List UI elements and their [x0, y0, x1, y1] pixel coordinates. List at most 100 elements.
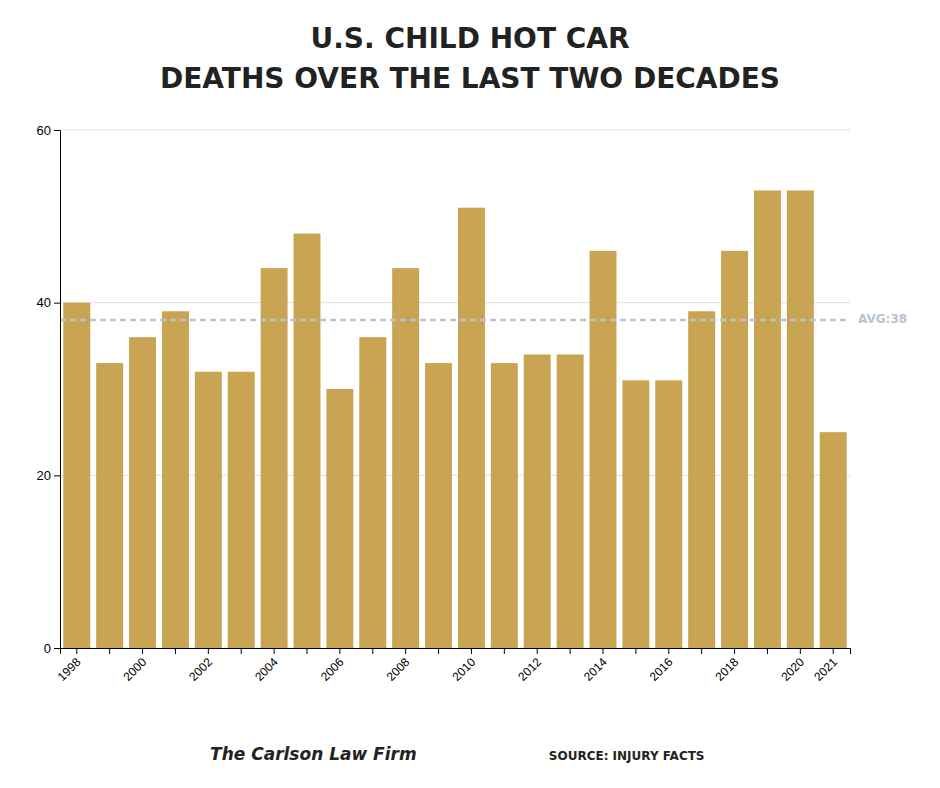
x-tick-label: 2016: [647, 655, 676, 684]
bar: [228, 372, 255, 648]
footer-text: SOURCE: INJURY FACTS: [549, 749, 705, 763]
bar: [590, 251, 617, 648]
bar: [688, 311, 715, 648]
x-tick: 2004: [252, 648, 281, 684]
x-tick: 2014: [581, 648, 610, 684]
y-tick: 40: [37, 295, 60, 310]
y-tick-label: 40: [37, 295, 51, 310]
y-axis-line: [54, 131, 61, 649]
bar: [63, 303, 90, 648]
annotation-labels: AVG:38: [858, 312, 907, 326]
bar: [458, 208, 485, 648]
x-tick: 2002: [186, 648, 215, 684]
x-tick-label: 2010: [449, 655, 478, 684]
x-tick-mark: [76, 648, 77, 654]
bar: [162, 311, 189, 648]
bar: [787, 190, 814, 648]
x-tick-mark: [405, 648, 406, 654]
x-tick-label: 2006: [318, 655, 347, 684]
bar: [524, 354, 551, 648]
bar: [261, 268, 288, 648]
x-tick-mark: [438, 648, 439, 654]
y-tick-label: 0: [44, 641, 51, 656]
bar: [754, 190, 781, 648]
chart: U.S. CHILD HOT CAR DEATHS OVER THE LAST T…: [0, 0, 940, 788]
x-tick: [438, 648, 439, 654]
y-tick: 60: [37, 123, 60, 138]
reference-label: AVG:38: [858, 312, 907, 326]
marks: [60, 190, 850, 648]
bar: [622, 380, 649, 648]
x-tick: [701, 648, 702, 654]
bar: [425, 363, 452, 648]
y-tick: 0: [44, 641, 60, 656]
footer-text: The Carlson Law Firm: [210, 744, 417, 764]
x-tick: 2008: [384, 648, 413, 684]
x-tick-mark: [471, 648, 472, 654]
x-tick-mark: [603, 648, 604, 654]
x-tick: 2000: [121, 648, 150, 684]
y-tick: 20: [37, 468, 60, 483]
bar: [491, 363, 518, 648]
x-tick-mark: [833, 648, 834, 654]
bar: [294, 234, 321, 648]
grid-line: [60, 130, 850, 131]
x-tick-mark: [339, 648, 340, 654]
x-tick: [306, 648, 307, 654]
x-tick: 2020: [778, 648, 807, 684]
x-tick: [241, 648, 242, 654]
x-tick-mark: [537, 648, 538, 654]
x-tick: [504, 648, 505, 654]
bar: [557, 354, 584, 648]
x-tick: [767, 648, 768, 654]
bar: [820, 432, 847, 648]
x-tick-mark: [109, 648, 110, 654]
x-tick-mark: [241, 648, 242, 654]
x-tick: [109, 648, 110, 654]
bar: [359, 337, 386, 648]
x-tick: 2006: [318, 648, 347, 684]
x-tick: 2012: [515, 648, 544, 684]
x-tick-mark: [570, 648, 571, 654]
bar: [655, 380, 682, 648]
x-tick-mark: [372, 648, 373, 654]
title: U.S. CHILD HOT CAR: [310, 22, 629, 55]
x-tick-mark: [668, 648, 669, 654]
x-tick-label: 2012: [515, 655, 544, 684]
x-tick: 2021: [811, 648, 840, 684]
x-axis: 1998 2000 2002 2004 2006 2008 2010 2012 2014 2016…: [55, 648, 851, 684]
reference-line: [60, 319, 850, 322]
y-tick-label: 60: [37, 123, 51, 138]
y-tick-label: 20: [37, 468, 51, 483]
y-tick-mark: [54, 303, 60, 304]
x-tick: [372, 648, 373, 654]
grid: [60, 130, 850, 648]
bar: [721, 251, 748, 648]
x-tick-mark: [800, 648, 801, 654]
y-tick-mark: [54, 648, 60, 649]
x-tick-label: 2000: [121, 655, 150, 684]
x-tick: 1998: [55, 648, 84, 684]
x-tick-mark: [767, 648, 768, 654]
plot-area: 0 20 40 60 1998 2000 2002 2004 2006 2008 2010 2012 2…: [37, 123, 851, 684]
x-tick-mark: [306, 648, 307, 654]
x-tick-mark: [635, 648, 636, 654]
bar: [326, 389, 353, 648]
x-tick: 2016: [647, 648, 676, 684]
x-tick-label: 2004: [252, 655, 281, 684]
subtitle: DEATHS OVER THE LAST TWO DECADES: [160, 62, 780, 95]
x-tick: 2018: [713, 648, 742, 684]
y-tick-mark: [54, 475, 60, 476]
x-tick-label: 2018: [713, 655, 742, 684]
x-tick-mark: [701, 648, 702, 654]
x-tick: [175, 648, 176, 654]
x-tick-mark: [142, 648, 143, 654]
bar: [96, 363, 123, 648]
x-tick-label: 2021: [811, 655, 840, 684]
x-tick: [570, 648, 571, 654]
x-tick-mark: [274, 648, 275, 654]
x-tick-label: 2008: [384, 655, 413, 684]
bar: [195, 372, 222, 648]
bar: [392, 268, 419, 648]
y-axis: 0 20 40 60: [37, 123, 61, 656]
